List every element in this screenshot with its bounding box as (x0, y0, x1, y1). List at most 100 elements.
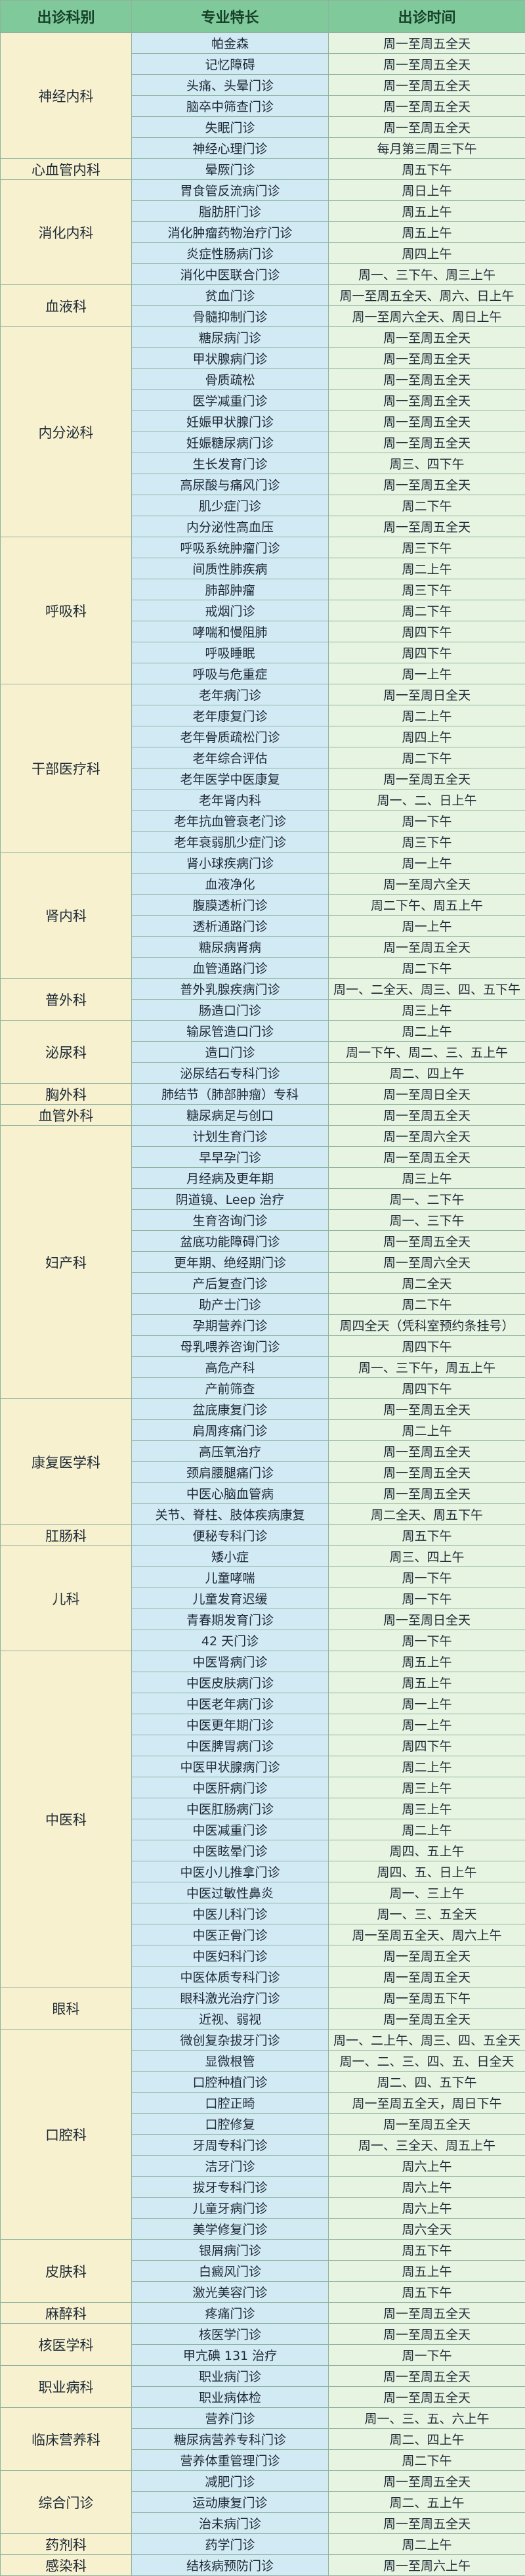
specialty: 盆底康复门诊 (132, 1399, 329, 1420)
specialty: 泌尿结石专科门诊 (132, 1063, 329, 1084)
table-row: 儿科矮小症周三、四上午 (1, 1546, 525, 1567)
clinic-time: 周一、二、日上午 (329, 789, 525, 811)
specialty: 减肥门诊 (132, 2471, 329, 2492)
specialty: 消化肿瘤药物治疗门诊 (132, 222, 329, 243)
clinic-time: 周一至周五全天 (329, 1462, 525, 1483)
table-row: 综合门诊减肥门诊周一至周五全天 (1, 2471, 525, 2492)
specialty: 中医皮肤病门诊 (132, 1672, 329, 1693)
clinic-time: 周二下午 (329, 958, 525, 979)
specialty: 腹膜透析门诊 (132, 895, 329, 916)
clinic-time: 周一、二下午 (329, 1189, 525, 1210)
specialty: 医学减重门诊 (132, 390, 329, 411)
specialty: 肠造口门诊 (132, 1000, 329, 1021)
clinic-time: 周二、五上午 (329, 2492, 525, 2513)
department: 职业病科 (1, 2366, 132, 2408)
specialty: 肌少症门诊 (132, 495, 329, 516)
specialty: 生育咨询门诊 (132, 1210, 329, 1231)
clinic-time: 周一至周五全天 (329, 390, 525, 411)
specialty: 激光美容门诊 (132, 2282, 329, 2303)
clinic-time: 周一上午 (329, 1714, 525, 1735)
clinic-time: 周二下午 (329, 495, 525, 516)
specialty: 中医老年病门诊 (132, 1693, 329, 1714)
department: 儿科 (1, 1546, 132, 1651)
specialty: 普外乳腺疾病门诊 (132, 979, 329, 1000)
specialty: 美学修复门诊 (132, 2219, 329, 2240)
clinic-time: 周一、二上午、周三、四、五全天 (329, 2030, 525, 2051)
clinic-time: 周一上午 (329, 853, 525, 874)
clinic-time: 周一至周五全天 (329, 54, 525, 75)
specialty: 老年骨质疏松门诊 (132, 726, 329, 747)
clinic-time: 周三上午 (329, 1777, 525, 1798)
specialty: 职业病体检 (132, 2387, 329, 2408)
specialty: 儿童牙病门诊 (132, 2198, 329, 2219)
clinic-time: 周二上午 (329, 1420, 525, 1441)
clinic-time: 周三、四下午 (329, 453, 525, 474)
specialty: 透析通路门诊 (132, 916, 329, 937)
clinic-time: 周一至周六全天、周日上午 (329, 306, 525, 327)
specialty: 孕期营养门诊 (132, 1315, 329, 1336)
specialty: 结核病预防门诊 (132, 2555, 329, 2576)
clinic-time: 周二上午 (329, 1819, 525, 1840)
specialty: 口腔修复 (132, 2114, 329, 2135)
specialty: 产后复查门诊 (132, 1273, 329, 1294)
specialty: 骨髓抑制门诊 (132, 306, 329, 327)
clinic-time: 周一至周五全天 (329, 1147, 525, 1168)
department: 眼科 (1, 1988, 132, 2030)
specialty: 中医儿科门诊 (132, 1903, 329, 1924)
specialty: 药学门诊 (132, 2534, 329, 2555)
clinic-time: 周一至周六全天 (329, 874, 525, 895)
specialty: 近视、弱视 (132, 2009, 329, 2030)
clinic-time: 周三、四上午 (329, 1546, 525, 1567)
clinic-time: 周一至周日全天 (329, 1609, 525, 1630)
department: 内分泌科 (1, 327, 132, 537)
clinic-time: 周一下午 (329, 1630, 525, 1651)
header-cell: 出诊科别 (1, 1, 132, 33)
header-cell: 出诊时间 (329, 1, 525, 33)
specialty: 血液净化 (132, 874, 329, 895)
department: 综合门诊 (1, 2471, 132, 2534)
clinic-time: 每月第三周三下午 (329, 138, 525, 159)
clinic-time: 周一至周五全天 (329, 1399, 525, 1420)
table-row: 心血管内科晕厥门诊周五下午 (1, 159, 525, 180)
specialty: 核医学门诊 (132, 2324, 329, 2345)
clinic-time: 周二下午 (329, 600, 525, 621)
specialty: 老年衰弱肌少症门诊 (132, 832, 329, 853)
clinic-time: 周一至周五全天 (329, 348, 525, 369)
specialty: 洁牙门诊 (132, 2156, 329, 2177)
table-row: 皮肤科银屑病门诊周五下午 (1, 2240, 525, 2261)
clinic-time: 周一至周五全天 (329, 75, 525, 96)
clinic-time: 周一、二、三、四、五、日全天 (329, 2051, 525, 2072)
specialty: 盆底功能障碍门诊 (132, 1231, 329, 1252)
clinic-time: 周一至周五全天 (329, 327, 525, 348)
specialty: 神经心理门诊 (132, 138, 329, 159)
header-row: 出诊科别 专业特长 出诊时间 (1, 1, 525, 33)
department: 麻醉科 (1, 2303, 132, 2324)
clinic-time: 周一至周五全天 (329, 2471, 525, 2492)
clinic-time: 周二、四、五下午 (329, 2072, 525, 2093)
clinic-time: 周四下午 (329, 1378, 525, 1399)
specialty: 高危产科 (132, 1357, 329, 1378)
table-row: 呼吸科呼吸系统肿瘤门诊周三下午 (1, 537, 525, 558)
specialty: 中医眩晕门诊 (132, 1840, 329, 1861)
specialty: 贫血门诊 (132, 285, 329, 306)
clinic-time: 周二下午 (329, 1294, 525, 1315)
specialty: 中医更年期门诊 (132, 1714, 329, 1735)
specialty: 运动康复门诊 (132, 2492, 329, 2513)
specialty: 月经病及更年期 (132, 1168, 329, 1189)
clinic-time: 周一至周六全天 (329, 1252, 525, 1273)
specialty: 哮喘和慢阻肺 (132, 621, 329, 642)
specialty: 妊娠甲状腺门诊 (132, 411, 329, 432)
clinic-time: 周五下午 (329, 159, 525, 180)
clinic-time: 周一至周五全天 (329, 411, 525, 432)
specialty: 早早孕门诊 (132, 1147, 329, 1168)
clinic-time: 周四下午 (329, 642, 525, 663)
clinic-time: 周一下午 (329, 2345, 525, 2366)
clinic-time: 周一至周五全天 (329, 1966, 525, 1988)
specialty: 骨质疏松 (132, 369, 329, 390)
clinic-time: 周五下午 (329, 2240, 525, 2261)
clinic-time: 周一至周五全天 (329, 369, 525, 390)
table-row: 血液科贫血门诊周一至周五全天、周六、日上午 (1, 285, 525, 306)
department: 干部医疗科 (1, 684, 132, 853)
clinic-time: 周二上午 (329, 1756, 525, 1777)
